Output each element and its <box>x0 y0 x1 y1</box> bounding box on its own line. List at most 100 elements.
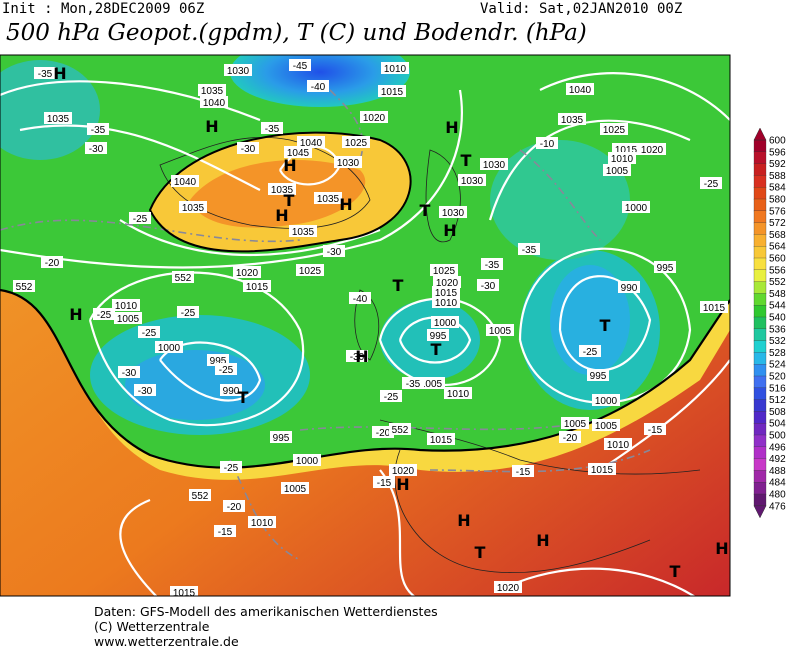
isoline-label: 552 <box>175 273 192 284</box>
label-box <box>281 482 309 494</box>
label-box <box>41 256 63 268</box>
isoline-label: 995 <box>210 356 227 367</box>
label-box <box>293 454 321 466</box>
colorbar-cell <box>753 163 767 177</box>
isoline-label: 1015 <box>381 87 404 98</box>
isoline-label: -25 <box>133 214 148 225</box>
pressure-center: T <box>284 191 295 210</box>
colorbar-label: 568 <box>769 230 786 241</box>
colorbar-label: 496 <box>769 442 786 453</box>
isoline-label: 1015 <box>430 435 453 446</box>
label-box <box>592 419 620 431</box>
label-box <box>486 324 514 336</box>
label-box <box>198 84 226 96</box>
isoline-label: 1020 <box>236 268 259 279</box>
label-box <box>248 516 276 528</box>
label-box <box>34 67 56 79</box>
label-box <box>237 142 259 154</box>
label-box <box>381 62 409 74</box>
isoline-label: -25 <box>181 308 196 319</box>
label-box <box>433 276 461 288</box>
isoline-label: -35 <box>91 125 106 136</box>
isoline-label: -15 <box>648 425 663 436</box>
label-box <box>138 326 160 338</box>
isoline-label: -25 <box>583 347 598 358</box>
isoline-label: -30 <box>122 368 137 379</box>
label-box <box>373 476 395 488</box>
isoline-label: 1015 <box>173 588 196 599</box>
isoline-label: -15 <box>218 527 233 538</box>
pressure-center: H <box>69 305 82 324</box>
label-box <box>13 280 35 292</box>
colorbar-label: 552 <box>769 277 786 288</box>
colorbar-cell <box>753 399 767 413</box>
colorbar-cell <box>753 493 767 507</box>
colorbar-cell <box>753 234 767 247</box>
isoline-label: 1025 <box>603 125 626 136</box>
label-box <box>342 136 370 148</box>
label-box <box>224 64 252 76</box>
colorbar-cell <box>753 187 767 200</box>
isoline-label: 1035 <box>201 86 224 97</box>
label-box <box>155 341 183 353</box>
isoline-label: 1015 <box>591 465 614 476</box>
pressure-center: H <box>275 206 288 225</box>
colorbar-cell <box>753 305 767 318</box>
isoline-label: -35 <box>485 260 500 271</box>
isoline-label: 1030 <box>337 158 360 169</box>
isoline-label: 990 <box>621 283 638 294</box>
pressure-center: H <box>457 511 470 530</box>
colorbar-cell <box>753 411 767 424</box>
colorbar-label: 556 <box>769 265 786 276</box>
label-box <box>334 156 362 168</box>
label-box <box>129 212 151 224</box>
isoline-label: 1020 <box>392 466 415 477</box>
label-box <box>380 390 402 402</box>
colorbar-label: 584 <box>769 183 786 194</box>
isoline-label: -30 <box>350 352 365 363</box>
isoline-label: -15 <box>377 478 392 489</box>
isoline-label: -25 <box>224 463 239 474</box>
isoline-label: 1035 <box>561 115 584 126</box>
cold-west <box>0 60 100 160</box>
isoline-label: 995 <box>657 263 674 274</box>
isoline-label: 1030 <box>227 66 250 77</box>
label-box <box>558 113 586 125</box>
label-box <box>85 142 107 154</box>
isoline-label: -25 <box>384 392 399 403</box>
colorbar-label: 548 <box>769 289 786 300</box>
map-area: -35 H 1030 -45 1010-40 1015 1040103510401035-3… <box>0 55 730 599</box>
colorbar-label: 588 <box>769 171 786 182</box>
colorbar-label: 512 <box>769 395 786 406</box>
colorbar-cell <box>753 269 767 283</box>
isoline-label: 1015 <box>703 303 726 314</box>
label-box <box>444 387 472 399</box>
isoline-label: -30 <box>89 144 104 155</box>
label-box <box>284 146 312 158</box>
colorbar-label: 564 <box>769 242 786 253</box>
isoline-label: 1025 <box>345 138 368 149</box>
label-box <box>223 500 245 512</box>
isoline-label: 1020 <box>436 278 459 289</box>
isoline-label: -20 <box>45 258 60 269</box>
isoline-label: 1010 <box>251 518 274 529</box>
colorbar-label: 492 <box>769 454 786 465</box>
pressure-center: H <box>339 195 352 214</box>
label-box <box>112 299 140 311</box>
pressure-center: H <box>443 221 456 240</box>
label-box <box>307 80 329 92</box>
colorbar-cell <box>753 222 767 236</box>
isoline-label: 1005 <box>564 419 587 430</box>
isoline-label: -30 <box>138 386 153 397</box>
colorbar-label: 544 <box>769 301 786 312</box>
label-box <box>200 96 228 108</box>
label-box <box>243 280 271 292</box>
label-box <box>389 464 417 476</box>
label-box <box>481 258 503 270</box>
isoline-label: 1010 <box>115 301 138 312</box>
label-box <box>432 296 460 308</box>
label-box <box>559 431 581 443</box>
label-box <box>93 308 115 320</box>
isoline-label: -25 <box>142 328 157 339</box>
